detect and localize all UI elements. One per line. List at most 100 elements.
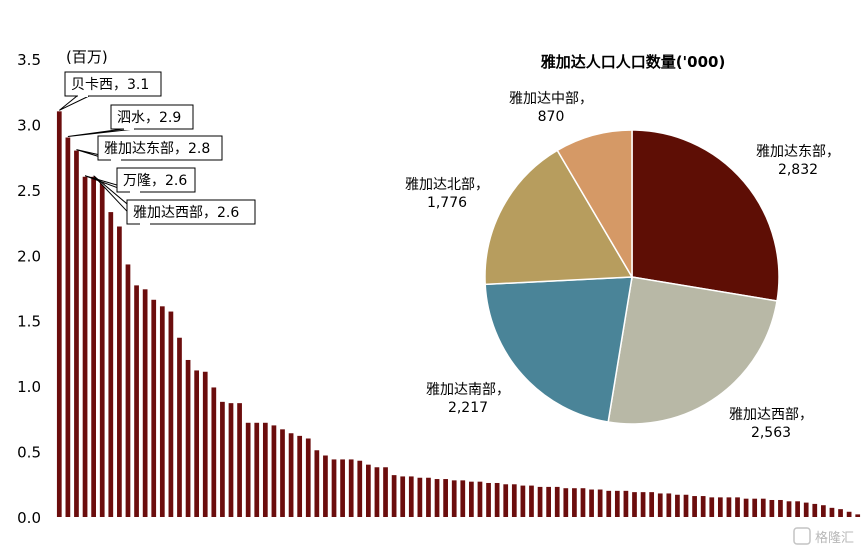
bar <box>56 111 62 517</box>
y-tick-label: 1.5 <box>17 313 41 331</box>
bar <box>426 477 431 517</box>
bar <box>537 486 543 517</box>
annotation-label: 贝卡西，3.1 <box>71 77 149 93</box>
bar-annotations: 贝卡西，3.1 泗水，2.9 雅加达东部，2.8 万隆，2.6 雅加达西部，2.6 <box>58 71 256 225</box>
pie-slice-value: 2,217 <box>448 400 488 416</box>
y-axis-ticks: 0.0 0.5 1.0 1.5 2.0 2.5 3.0 3.5 <box>17 51 41 527</box>
bar <box>451 480 457 517</box>
bar <box>597 489 603 517</box>
bar <box>511 484 517 517</box>
bar <box>546 486 551 517</box>
bar <box>786 501 792 517</box>
bar <box>666 493 672 517</box>
bar <box>563 488 569 517</box>
bar <box>400 476 406 517</box>
bar <box>185 359 191 517</box>
bar <box>228 403 234 517</box>
bar-chart: (百万) 0.0 0.5 1.0 1.5 2.0 2.5 3.0 3.5 贝卡西，3.1 泗水，… <box>17 48 861 527</box>
bar <box>692 496 697 517</box>
bar <box>340 459 345 517</box>
y-tick-label: 0.5 <box>17 444 41 462</box>
bar <box>838 509 843 517</box>
pie-slices <box>484 129 780 425</box>
bar <box>125 264 131 517</box>
bar <box>314 450 320 517</box>
bar-series <box>56 111 861 517</box>
bar <box>812 503 818 517</box>
bar <box>460 480 466 517</box>
annotation-label: 雅加达西部，2.6 <box>133 205 239 221</box>
bar <box>262 422 268 517</box>
bar <box>477 481 483 517</box>
bar <box>649 492 655 517</box>
bar <box>417 477 423 517</box>
bar <box>134 285 139 517</box>
bar <box>159 306 165 517</box>
bar <box>614 490 620 517</box>
bar <box>606 490 612 517</box>
bar <box>323 455 328 517</box>
pie-slice-label: 雅加达北部， <box>405 177 489 193</box>
pie-chart: 雅加达人口人口数量('000) 雅加达东部，2,832雅加达西部，2,563雅加… <box>405 53 840 441</box>
bar <box>151 299 157 517</box>
bar <box>220 401 225 517</box>
pie-slice-label: 雅加达西部， <box>729 407 813 423</box>
bar <box>117 226 122 517</box>
annotation-pointer <box>67 128 136 138</box>
bar <box>305 438 311 517</box>
bar <box>846 511 852 517</box>
bar <box>237 403 242 517</box>
bar <box>795 501 800 517</box>
bar <box>486 482 491 517</box>
bar <box>640 492 646 517</box>
bar <box>99 183 105 517</box>
bar <box>280 429 285 517</box>
bar <box>554 486 560 517</box>
watermark-text: 格隆汇 <box>815 530 854 546</box>
bar <box>74 150 79 517</box>
bar <box>520 485 526 517</box>
annotation-box <box>64 71 162 97</box>
annotation-box <box>116 167 196 193</box>
annotation-pointer <box>58 95 90 111</box>
bar <box>331 459 337 517</box>
bar <box>408 476 414 517</box>
bar <box>572 488 577 517</box>
y-tick-label: 1.0 <box>17 378 41 396</box>
bar <box>769 499 775 517</box>
pie-slice <box>484 276 633 423</box>
bar <box>391 475 397 517</box>
bar <box>177 337 182 517</box>
bar <box>589 489 594 517</box>
bar <box>82 176 88 517</box>
bar <box>752 498 758 517</box>
bar <box>357 460 363 517</box>
pie-slice-value: 870 <box>538 109 565 125</box>
bar <box>623 490 629 517</box>
pie-labels: 雅加达东部， 2,832 雅加达西部， 2,563 雅加达南部， 2,217 雅加达北部， 1… <box>405 91 840 441</box>
y-tick-label: 3.0 <box>17 116 41 134</box>
bar <box>366 464 371 517</box>
bar <box>194 370 200 517</box>
bar <box>778 499 783 517</box>
pie-slice <box>484 149 634 286</box>
bar <box>717 497 723 517</box>
bar <box>683 494 689 517</box>
bar <box>726 497 732 517</box>
watermark-logo-icon <box>793 527 811 545</box>
bar <box>271 425 277 517</box>
bar <box>803 502 809 517</box>
bar <box>743 498 749 517</box>
bar <box>675 494 680 517</box>
pie-slice-value: 2,563 <box>751 425 791 441</box>
pie-title: 雅加达人口人口数量('000) <box>540 53 726 71</box>
pie-slice <box>607 276 778 425</box>
bar <box>383 467 388 517</box>
bar <box>91 176 96 517</box>
y-unit-label: (百万) <box>66 48 108 66</box>
bar <box>700 496 706 517</box>
pie-slice-label: 雅加达东部， <box>756 144 840 160</box>
bar <box>855 514 861 517</box>
bar <box>211 387 217 517</box>
